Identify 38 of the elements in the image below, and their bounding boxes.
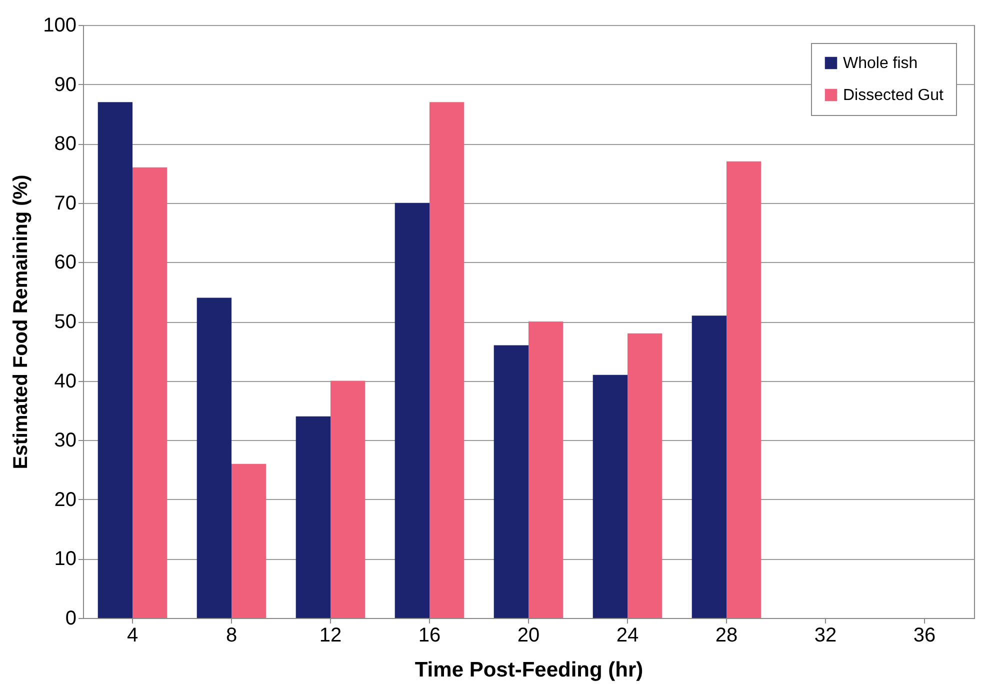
legend-label: Whole fish <box>843 55 918 72</box>
y-tick-label: 40 <box>54 370 76 392</box>
bar <box>98 102 132 618</box>
y-tick-label: 0 <box>65 608 76 630</box>
y-tick-label: 80 <box>54 133 76 156</box>
x-tick-label: 12 <box>319 624 342 646</box>
bar <box>132 167 168 618</box>
y-tick-label: 20 <box>54 488 76 511</box>
bar <box>232 464 266 618</box>
y-tick-label: 70 <box>54 192 76 214</box>
x-tick-label: 20 <box>517 624 540 646</box>
bar <box>296 416 330 618</box>
x-tick-label: 4 <box>126 624 138 646</box>
y-tick-label: 50 <box>54 311 76 333</box>
bar <box>394 202 430 618</box>
x-axis-title: Time Post-Feeding (hr) <box>414 658 644 682</box>
y-tick-label: 10 <box>54 548 76 570</box>
legend-label: Dissected Gut <box>843 87 944 104</box>
bar <box>692 316 726 618</box>
bar <box>726 161 762 618</box>
bar <box>528 322 564 618</box>
x-tick-label: 8 <box>226 624 238 646</box>
y-tick-label: 100 <box>43 14 76 36</box>
bar <box>494 345 528 618</box>
x-tick-label: 32 <box>814 624 837 646</box>
y-tick-label: 30 <box>54 430 76 452</box>
bar <box>592 374 628 618</box>
x-tick-label: 36 <box>913 624 936 646</box>
bar <box>330 380 366 618</box>
bar <box>628 333 662 618</box>
x-tick-label: 24 <box>616 624 639 646</box>
y-axis-title: Estimated Food Remaining (%) <box>10 174 32 470</box>
y-tick-label: 60 <box>54 252 76 274</box>
x-tick-label: 28 <box>715 624 738 646</box>
bar <box>196 298 232 618</box>
bar <box>430 102 464 618</box>
y-tick-label: 90 <box>54 74 76 96</box>
x-tick-label: 16 <box>418 624 441 646</box>
